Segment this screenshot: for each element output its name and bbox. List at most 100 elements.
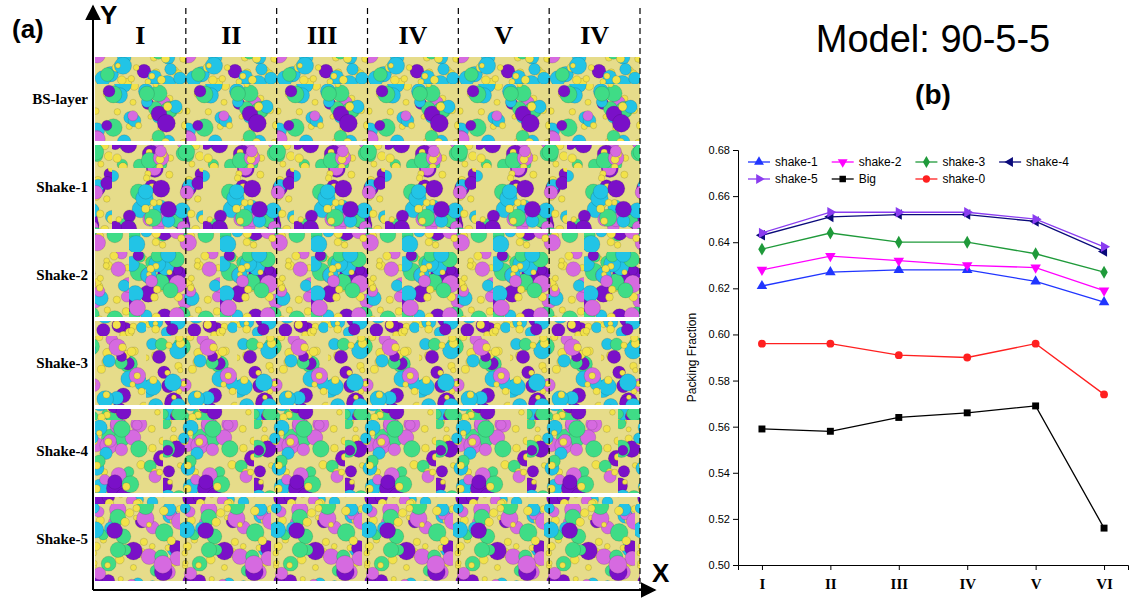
- x-tick-label: II: [825, 576, 837, 592]
- x-tick-label: V: [1031, 576, 1042, 592]
- x-tick-mark: [967, 565, 968, 570]
- x-tick-label: I: [760, 576, 766, 592]
- x-tick-mark: [762, 565, 763, 570]
- column-label: IV: [398, 21, 427, 50]
- y-tick-label: 0.54: [709, 467, 730, 479]
- column-divider: [276, 8, 277, 590]
- x-arrow: [93, 589, 655, 591]
- legend-item: Big: [832, 172, 876, 186]
- series-line: [762, 406, 1104, 528]
- legend-label: shake-0: [942, 172, 985, 186]
- legend-label: shake-3: [942, 155, 985, 169]
- y-tick-mark: [733, 242, 738, 243]
- legend-item: shake-5: [748, 172, 818, 186]
- series-marker: [963, 236, 970, 249]
- series-marker: [758, 340, 766, 348]
- series-line: [762, 256, 1104, 291]
- series-marker: [896, 207, 905, 218]
- series-marker: [895, 414, 902, 421]
- y-tick-label: 0.58: [709, 375, 730, 387]
- series-marker: [1099, 288, 1110, 297]
- series-marker: [1030, 265, 1041, 274]
- y-tick-label: 0.66: [709, 190, 730, 202]
- y-tick: 0.58: [709, 375, 738, 387]
- series-marker: [758, 243, 765, 256]
- y-tick-mark: [733, 196, 738, 197]
- series-marker: [1030, 275, 1041, 284]
- legend-item: shake-0: [915, 172, 985, 186]
- series-marker: [964, 409, 971, 416]
- y-tick: 0.60: [709, 328, 738, 340]
- row-label: Shake-4: [36, 443, 88, 459]
- series-marker: [962, 262, 973, 271]
- axis-letter: Y: [100, 0, 117, 30]
- series-marker: [895, 351, 903, 359]
- series-marker: [757, 280, 768, 289]
- series-marker: [827, 207, 836, 218]
- legend-item: shake-4: [999, 155, 1069, 169]
- series-marker: [1033, 214, 1042, 225]
- particle-strip: [95, 145, 640, 229]
- series-line: [762, 233, 1104, 272]
- x-tick: V: [1031, 565, 1042, 592]
- y-tick-mark: [733, 473, 738, 474]
- y-tick-label: 0.64: [709, 236, 730, 248]
- series-marker: [964, 207, 973, 218]
- legend-label: shake-2: [859, 155, 902, 169]
- panel-label: (b): [915, 79, 951, 110]
- column-label: III: [307, 21, 337, 50]
- y-tick: 0.62: [709, 282, 738, 294]
- series-marker: [759, 228, 768, 239]
- x-tick-mark: [1036, 565, 1037, 570]
- legend-marker: [923, 175, 930, 182]
- column-divider: [549, 8, 550, 590]
- series-marker: [825, 253, 836, 262]
- row-label: Shake-3: [36, 355, 88, 371]
- y-tick: 0.64: [709, 236, 738, 248]
- row-label: Shake-2: [36, 267, 88, 283]
- series-line: [762, 344, 1104, 395]
- y-tick: 0.68: [709, 144, 738, 156]
- series-line: [762, 215, 1104, 252]
- plot-area: [756, 207, 1110, 532]
- column-divider: [639, 8, 640, 590]
- y-tick-mark: [733, 381, 738, 382]
- x-tick-label: IV: [959, 576, 976, 592]
- y-tick: 0.54: [709, 467, 738, 479]
- column-label: I: [135, 21, 145, 50]
- series-marker: [1101, 242, 1110, 253]
- series-marker: [895, 236, 902, 249]
- y-tick: 0.56: [709, 421, 738, 433]
- y-tick-mark: [733, 427, 738, 428]
- series-marker: [1032, 402, 1039, 409]
- column-label: IV: [580, 21, 609, 50]
- x-tick: VI: [1096, 565, 1113, 592]
- series-marker: [826, 340, 834, 348]
- column-divider: [367, 8, 368, 590]
- series-marker: [1032, 247, 1039, 260]
- y-tick-mark: [733, 519, 738, 520]
- column-label: II: [221, 21, 241, 50]
- y-tick-label: 0.50: [709, 559, 730, 571]
- x-tick: III: [891, 565, 909, 592]
- legend-label: shake-1: [775, 155, 818, 169]
- y-tick: 0.66: [709, 190, 738, 202]
- x-tick-label: VI: [1096, 576, 1113, 592]
- row-label: BS-layer: [32, 91, 88, 107]
- series-marker: [963, 354, 971, 362]
- y-tick-mark: [733, 565, 738, 566]
- x-tick: I: [760, 565, 766, 592]
- y-tick-label: 0.52: [709, 513, 730, 525]
- legend-label: Big: [859, 172, 876, 186]
- y-tick: 0.52: [709, 513, 738, 525]
- series-line: [762, 270, 1104, 302]
- series-marker: [1100, 390, 1108, 398]
- y-tick-mark: [733, 334, 738, 335]
- legend-label: shake-4: [1026, 155, 1069, 169]
- series-marker: [825, 266, 836, 275]
- figure: BS-layerShake-1Shake-2Shake-3Shake-4Shak…: [0, 0, 1141, 598]
- legend-marker: [923, 156, 930, 168]
- x-tick-mark: [830, 565, 831, 570]
- legend-item: shake-3: [915, 155, 985, 169]
- series-line: [762, 212, 1104, 247]
